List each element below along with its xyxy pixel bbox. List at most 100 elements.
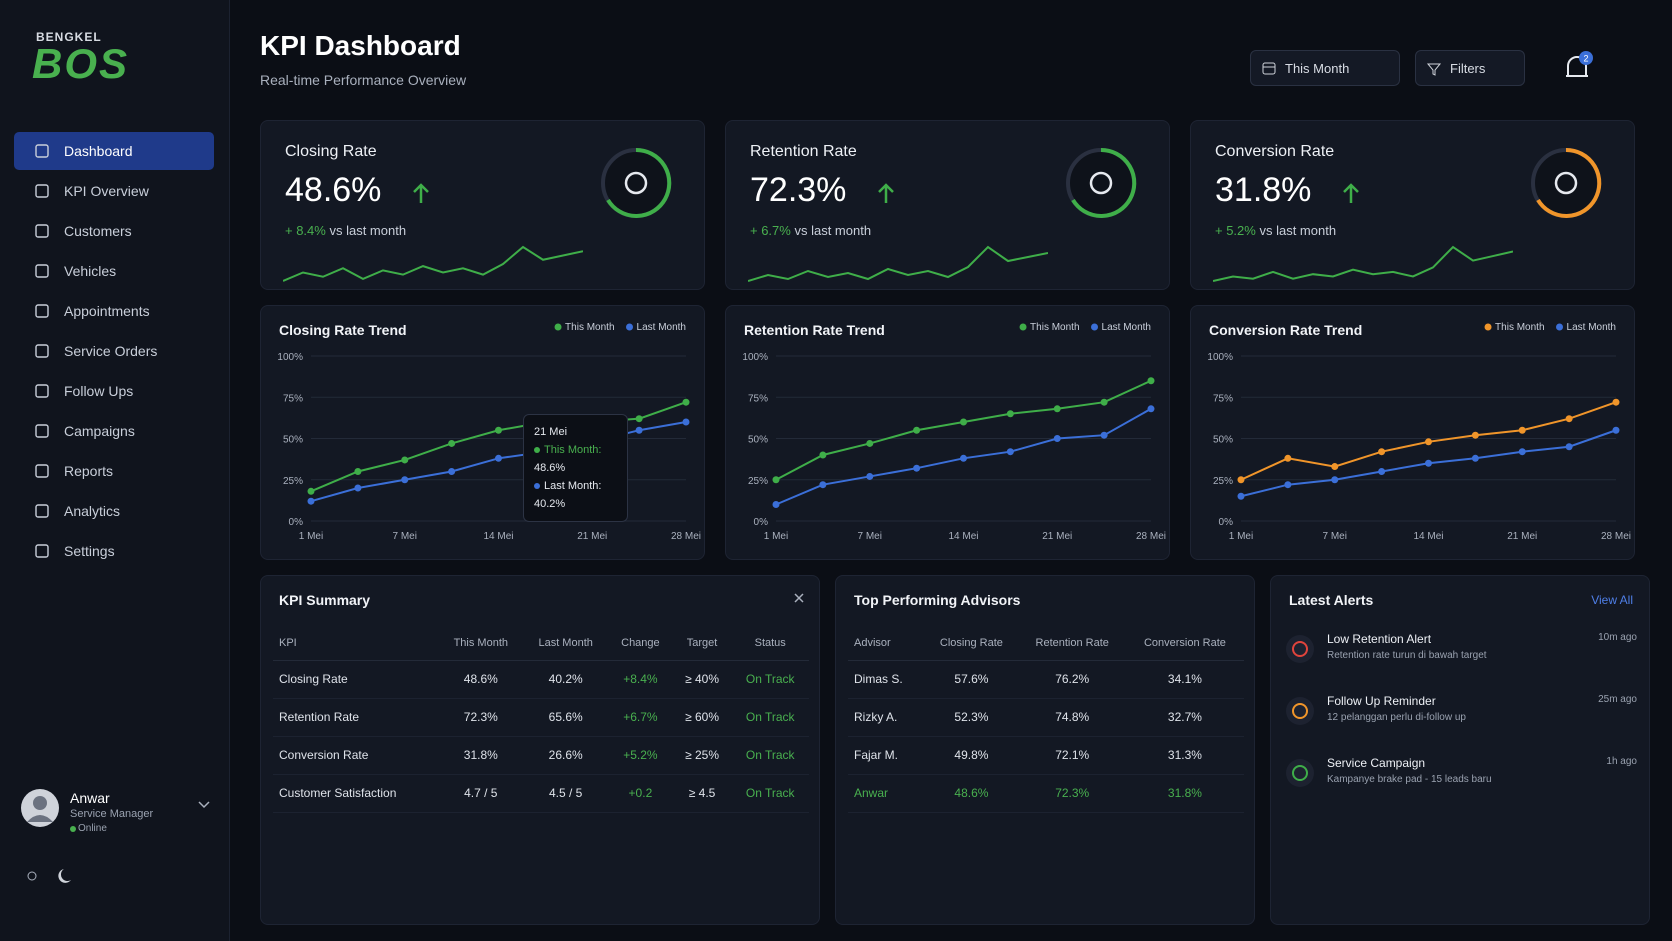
- y-tick-label: 50%: [748, 435, 768, 446]
- ring-arc: [1071, 147, 1137, 218]
- series-point: [495, 426, 502, 434]
- arrow-shape: [1343, 183, 1359, 203]
- series-point: [1331, 463, 1339, 471]
- card-title: Top Performing Advisors: [854, 592, 1021, 608]
- table-cell: On Track: [745, 786, 795, 800]
- nav-item[interactable]: Appointments: [14, 292, 214, 330]
- kpi-change-row: + 8.4% vs last month: [285, 223, 406, 238]
- theme-toggle[interactable]: [24, 866, 84, 886]
- x-tick-label: 7 Mei: [1323, 531, 1347, 542]
- legend-swatch: [1484, 323, 1492, 331]
- column-header: Closing Rate: [939, 636, 1003, 649]
- y-tick-label: 100%: [742, 352, 768, 363]
- trend-card: Retention Rate Trend 0% 25% 50% 75% 100% 1 Mei…: [725, 305, 1170, 560]
- series-point: [448, 439, 456, 447]
- tooltip-date: 21 Mei: [534, 426, 568, 438]
- ring-arc: [606, 147, 672, 218]
- nav-icon: [35, 504, 49, 518]
- table-cell: 72.3%: [1055, 786, 1090, 800]
- tooltip-value: 40.2%: [534, 498, 566, 510]
- alert-time: 25m ago: [1598, 694, 1637, 705]
- table-cell: +5.2%: [623, 748, 658, 762]
- table-cell: 72.1%: [1055, 748, 1090, 762]
- x-tick-label: 1 Mei: [764, 531, 788, 542]
- series-point: [1147, 377, 1155, 385]
- close-button[interactable]: [793, 592, 805, 604]
- legend-swatch: [1556, 323, 1564, 331]
- nav-label: Analytics: [64, 503, 121, 519]
- table-cell: ≥ 4.5: [688, 786, 716, 800]
- notification-bell[interactable]: 2: [1560, 50, 1594, 86]
- nav-item[interactable]: Analytics: [14, 492, 214, 530]
- icon-shape: [35, 344, 49, 358]
- alert-icon: [1286, 759, 1314, 787]
- series-point: [1237, 476, 1245, 484]
- legend-label: This Month: [565, 322, 614, 333]
- nav-icon: [35, 344, 49, 358]
- series-point: [682, 418, 690, 426]
- up-arrow: [878, 183, 894, 203]
- nav-item[interactable]: Dashboard: [14, 132, 214, 170]
- user-status: Online: [78, 823, 107, 834]
- series-point: [1518, 426, 1526, 434]
- table-header: KPI This Month Last Month Change Target Statu…: [273, 626, 809, 660]
- trend-card: Conversion Rate Trend 0% 25% 50% 75% 100% 1 Me…: [1190, 305, 1635, 560]
- column-header: This Month: [453, 636, 508, 649]
- alert-title: Follow Up Reminder: [1327, 694, 1436, 708]
- series-point: [1378, 448, 1386, 456]
- nav-item[interactable]: Customers: [14, 212, 214, 250]
- nav-label: Campaigns: [64, 423, 135, 439]
- tooltip-row: Last Month: 40.2%: [534, 477, 617, 513]
- x-tick-label: 7 Mei: [858, 531, 882, 542]
- column-header: Target: [686, 636, 718, 649]
- alert-item[interactable]: Service Campaign Kampanye brake pad - 15 …: [1285, 752, 1637, 806]
- y-tick-label: 75%: [1213, 393, 1233, 404]
- icon-shape: [35, 464, 49, 478]
- kpi-summary-table: KPI This Month Last Month Change Target Statu…: [273, 626, 809, 813]
- alert-item[interactable]: Low Retention Alert Retention rate turun …: [1285, 628, 1637, 682]
- series-point: [1006, 448, 1014, 456]
- legend-swatch: [1091, 323, 1099, 331]
- series-point: [1147, 405, 1155, 413]
- view-all-link[interactable]: View All: [1591, 593, 1633, 607]
- nav-item[interactable]: Campaigns: [14, 412, 214, 450]
- table-cell: +6.7%: [623, 710, 658, 724]
- column-header: Change: [621, 636, 660, 649]
- nav-item[interactable]: Follow Ups: [14, 372, 214, 410]
- series-point: [401, 456, 409, 464]
- y-tick-label: 75%: [283, 393, 303, 404]
- ring-arc: [1536, 147, 1602, 218]
- alert-item[interactable]: Follow Up Reminder 12 pelanggan perlu di-…: [1285, 690, 1637, 744]
- nav-item[interactable]: Vehicles: [14, 252, 214, 290]
- series-point: [1006, 410, 1014, 418]
- calendar-icon: [1262, 62, 1276, 75]
- nav-item[interactable]: Service Orders: [14, 332, 214, 370]
- x-tick-label: 14 Mei: [948, 531, 978, 542]
- table-cell: Rizky A.: [854, 710, 898, 724]
- user-name: Anwar: [70, 790, 110, 806]
- user-menu[interactable]: [198, 800, 210, 810]
- icon-shape: [35, 184, 49, 198]
- nav-item[interactable]: KPI Overview: [14, 172, 214, 210]
- nav-item[interactable]: Settings: [14, 532, 214, 570]
- series-point: [1284, 454, 1292, 462]
- icon-shape: [35, 544, 49, 558]
- period-select[interactable]: This Month: [1250, 50, 1400, 86]
- icon-shape: [35, 424, 49, 438]
- x-tick-label: 1 Mei: [299, 531, 323, 542]
- table-cell: 65.6%: [548, 710, 583, 724]
- alert-text: Kampanye brake pad - 15 leads baru: [1327, 774, 1492, 785]
- filters-button[interactable]: Filters: [1415, 50, 1525, 86]
- x-tick-label: 28 Mei: [1601, 531, 1631, 542]
- kpi-title: Retention Rate: [750, 143, 857, 160]
- nav-label: Service Orders: [64, 343, 158, 359]
- nav-item[interactable]: Reports: [14, 452, 214, 490]
- chart-title: Conversion Rate Trend: [1209, 322, 1363, 338]
- column-header: Status: [754, 636, 786, 649]
- nav-label: Settings: [64, 543, 115, 559]
- y-tick-label: 50%: [1213, 435, 1233, 446]
- series-point: [960, 418, 967, 426]
- nav-icon: [35, 264, 49, 278]
- series-point: [1237, 492, 1245, 500]
- legend-swatch: [1019, 323, 1027, 331]
